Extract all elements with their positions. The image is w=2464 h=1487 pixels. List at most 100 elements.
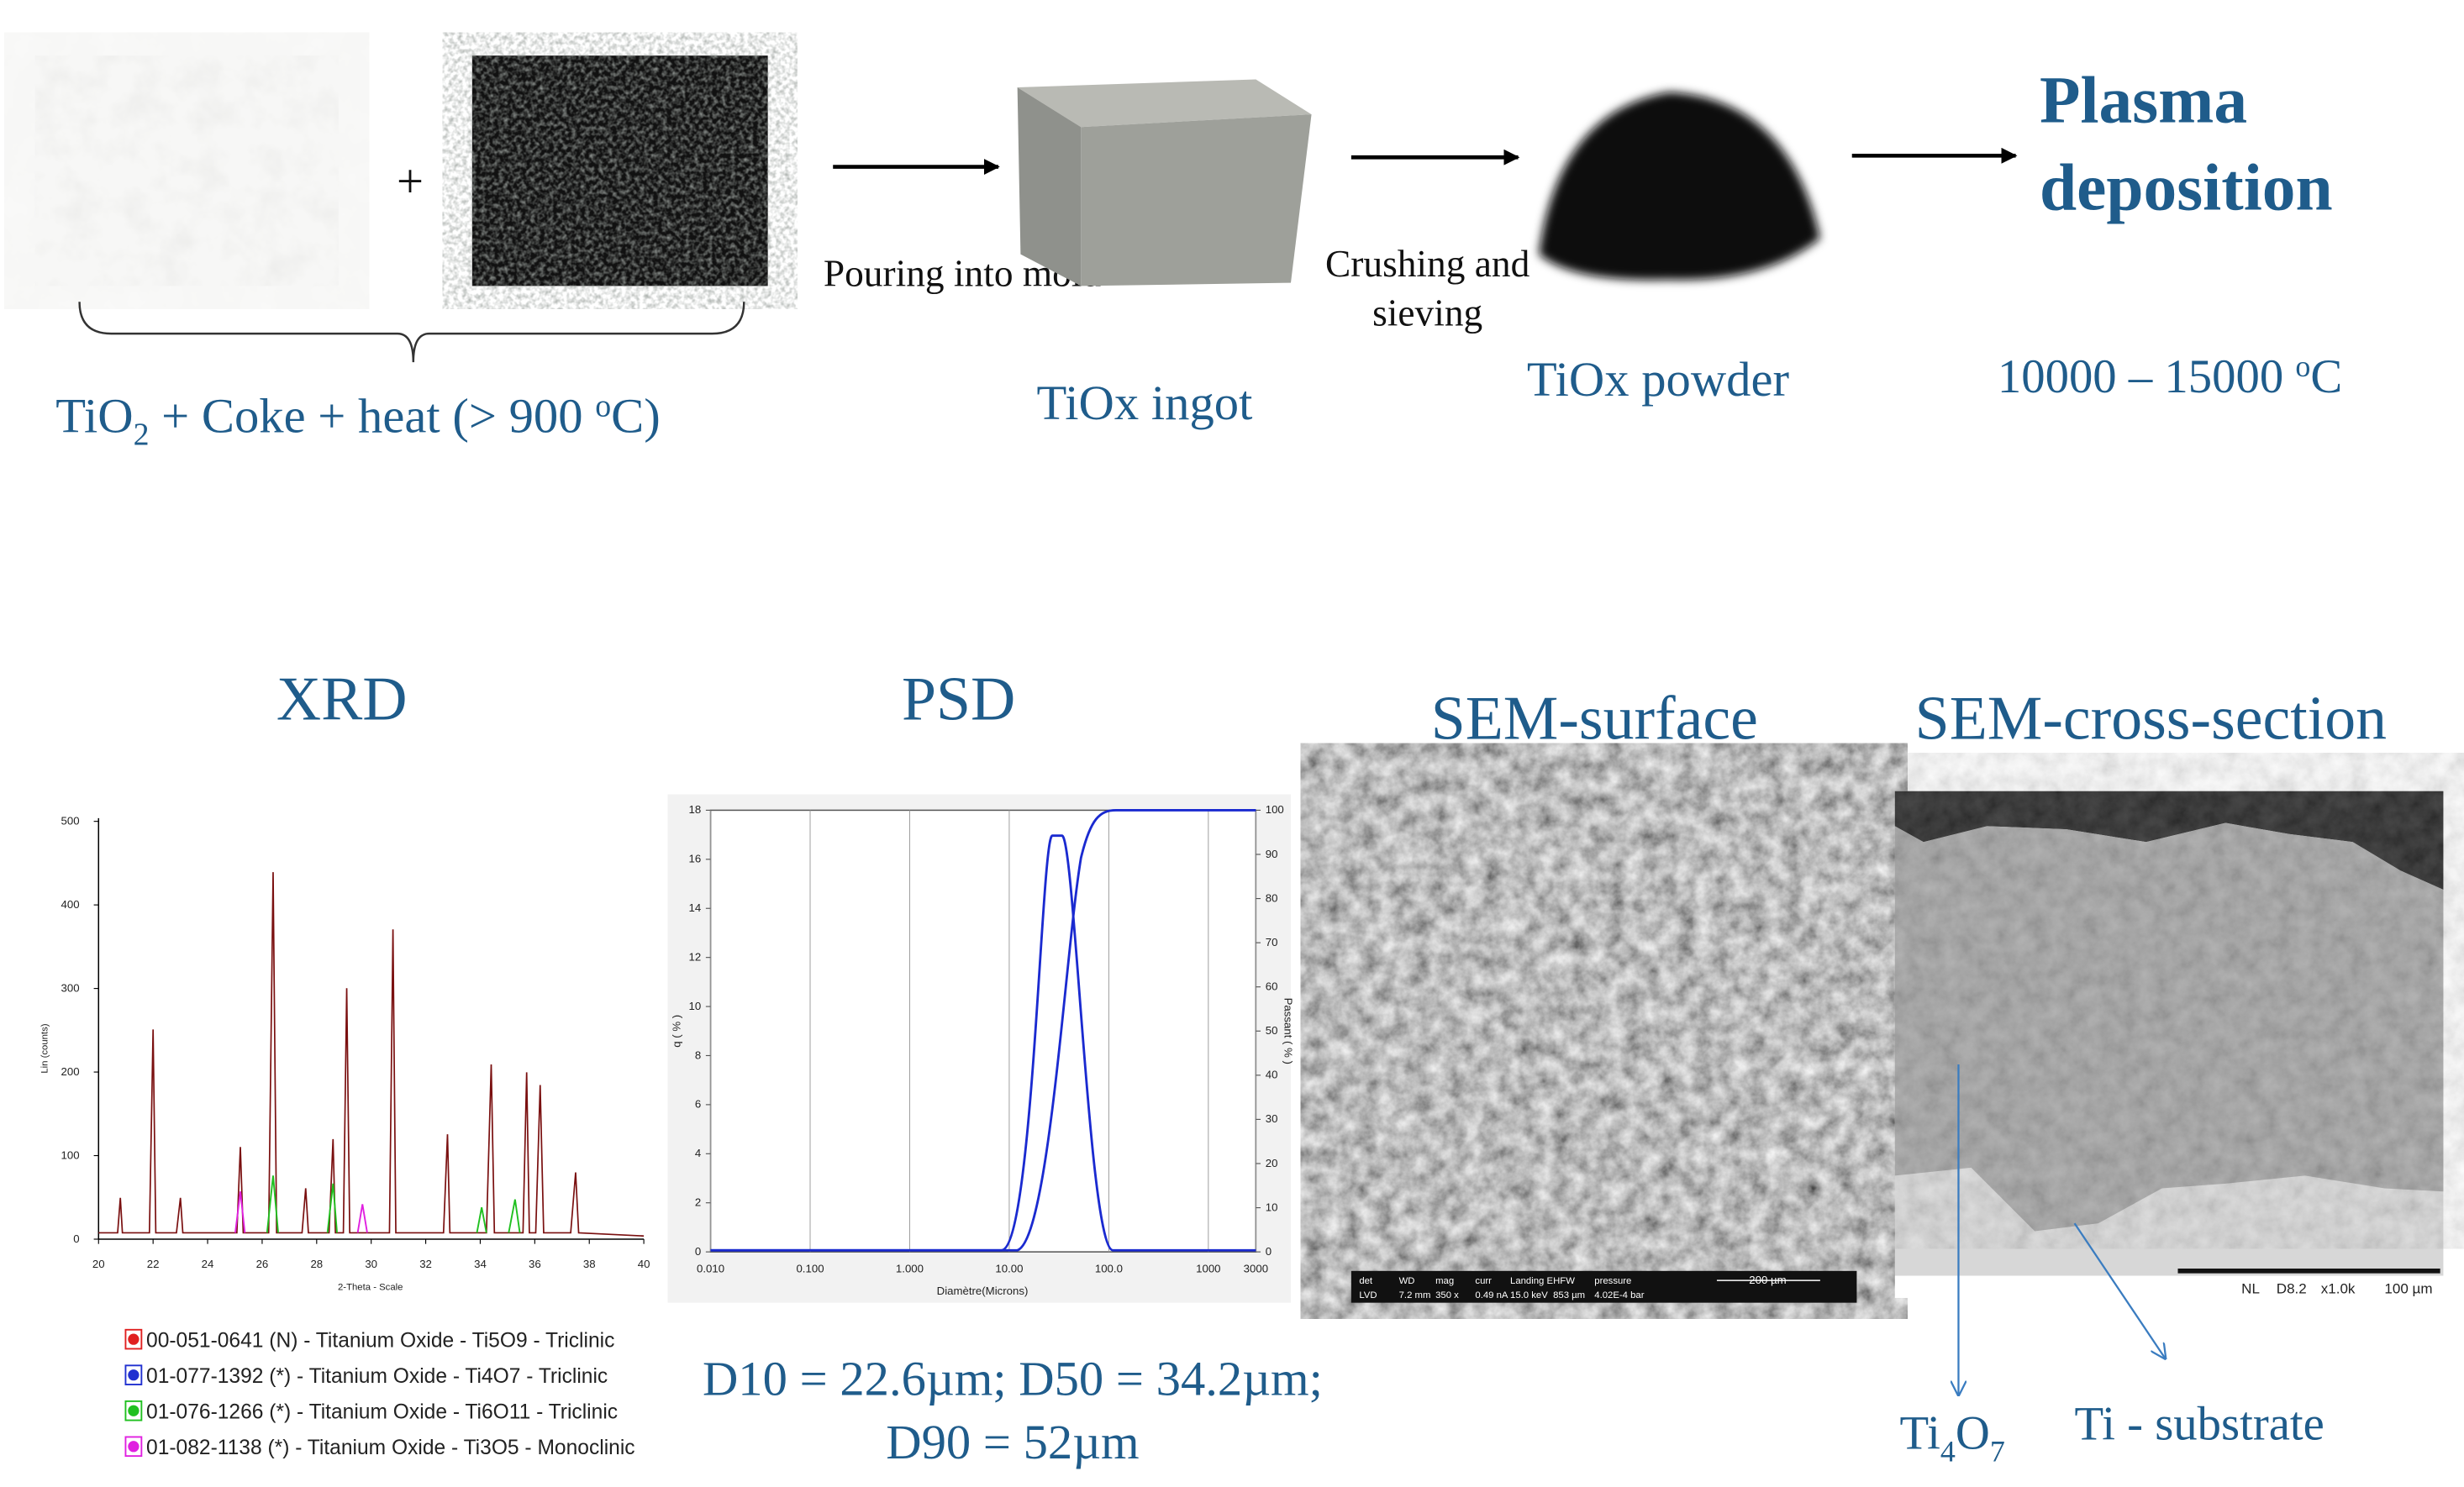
xrd-chart: 0 100 200 300 400 500 20 22 24 26 28 30 32 34 36 38 40 2-…	[40, 814, 650, 1459]
panel-title: SEM-cross-section	[1915, 683, 2387, 752]
info-value: 0.49 nA	[1475, 1290, 1508, 1300]
x-axis-label: Diamètre(Microns)	[937, 1285, 1029, 1297]
final-step-title: deposition	[2040, 151, 2333, 225]
legend-label: 01-076-1266 (*) - Titanium Oxide - Ti6O1…	[146, 1401, 618, 1424]
x-tick-label: 30	[365, 1258, 377, 1270]
y-tick-label: 500	[61, 814, 80, 827]
step-action: sieving	[1372, 292, 1482, 334]
legend-marker	[128, 1441, 140, 1453]
final-step-title: Plasma	[2040, 64, 2247, 138]
y2-axis-label: Passant ( % )	[1282, 998, 1294, 1064]
y2-tick-label: 90	[1266, 848, 1278, 860]
legend-marker	[128, 1333, 140, 1345]
y-tick-label: 8	[695, 1048, 701, 1061]
input-formula: TiO2 + Coke + heat (> 900 oC)	[55, 388, 661, 452]
info-item: x1.0k	[2321, 1280, 2356, 1296]
legend-marker	[128, 1405, 140, 1416]
panel-title: XRD	[276, 665, 408, 733]
y2-tick-label: 40	[1266, 1069, 1278, 1081]
x-tick-label: 36	[529, 1258, 541, 1270]
scale-label: 200 µm	[1749, 1274, 1786, 1286]
info-header: det	[1359, 1276, 1373, 1286]
info-value: 7.2 mm	[1399, 1290, 1431, 1300]
layer-texture	[1894, 794, 2444, 1208]
y2-tick-label: 20	[1266, 1157, 1278, 1169]
step-product: TiOx ingot	[1037, 376, 1253, 430]
x-tick-label: 28	[310, 1258, 323, 1270]
y-tick-label: 0	[73, 1232, 79, 1245]
step-product: TiOx powder	[1527, 352, 1789, 407]
x-tick-label: 40	[638, 1258, 650, 1270]
coke-photo-texture	[471, 55, 768, 286]
y2-tick-label: 80	[1266, 891, 1278, 904]
xrd-phase	[266, 1175, 521, 1233]
x-tick-label: 24	[202, 1258, 214, 1270]
y-tick-label: 16	[688, 853, 701, 865]
y2-tick-label: 60	[1266, 980, 1278, 992]
x-axis-label: 2-Theta - Scale	[338, 1283, 403, 1293]
y2-tick-label: 70	[1266, 936, 1278, 948]
sem-info: det LVD WD 7.2 mm mag 350 x curr 0.49 nALanding…	[1359, 1276, 1644, 1300]
step-action: Crushing and	[1325, 243, 1530, 285]
legend-label: 01-077-1392 (*) - Titanium Oxide - Ti4O7…	[146, 1365, 608, 1388]
y-tick-label: 100	[61, 1148, 80, 1161]
x-tick-label: 10.00	[995, 1263, 1023, 1275]
y2-tick-label: 30	[1266, 1112, 1278, 1125]
ingot-front	[1081, 114, 1312, 286]
tio2-photo-texture	[34, 55, 339, 286]
y-tick-label: 2	[695, 1196, 701, 1209]
x-tick-label: 1000	[1196, 1263, 1220, 1275]
info-value: 853 µm	[1553, 1290, 1585, 1300]
x-tick-label: 100.0	[1095, 1263, 1123, 1275]
psd-distribution-curve	[710, 834, 1256, 1252]
y2-tick-label: 100	[1266, 803, 1284, 816]
callout-arrow	[2073, 1222, 2166, 1358]
info-value: 15.0 keV	[1510, 1290, 1548, 1300]
info-item: NL	[2241, 1280, 2260, 1296]
x-tick-label: 1.000	[896, 1263, 924, 1275]
plus: +	[397, 155, 424, 208]
xrd-phase	[234, 1191, 368, 1233]
panel-title: SEM-surface	[1431, 683, 1758, 752]
y2-tick-label: 50	[1266, 1024, 1278, 1037]
y-tick-label: 400	[61, 898, 80, 911]
x-tick-label: 22	[147, 1258, 160, 1270]
y-tick-label: 14	[688, 901, 701, 914]
info-value: LVD	[1359, 1290, 1377, 1300]
substrate-label: Ti - substrate	[2075, 1397, 2324, 1450]
info-header: pressure	[1594, 1276, 1631, 1286]
y2-tick-label: 0	[1266, 1245, 1271, 1258]
brace	[78, 302, 745, 363]
y-tick-label: 0	[695, 1245, 701, 1258]
y-tick-label: 300	[61, 981, 80, 994]
legend-label: 01-082-1138 (*) - Titanium Oxide - Ti3O5…	[146, 1437, 635, 1459]
powder-pile	[1539, 92, 1820, 281]
y2-tick-label: 10	[1266, 1201, 1278, 1213]
psd-summary: D90 = 52µm	[886, 1415, 1139, 1469]
y-tick-label: 12	[688, 950, 701, 963]
x-tick-label: 26	[256, 1258, 269, 1270]
y-tick-label: 6	[695, 1098, 701, 1111]
x-tick-label: 34	[474, 1258, 487, 1270]
ingot-top	[1017, 79, 1312, 128]
plot-area	[709, 809, 1257, 1253]
psd-chart: 0.010 0.100 1.000 10.00 100.0 1000 30000246810…	[671, 803, 1295, 1297]
legend-label: 00-051-0641 (N) - Titanium Oxide - Ti5O9…	[146, 1330, 614, 1353]
sem-surface-texture	[1350, 791, 1857, 1271]
layer-label: Ti4O7	[1899, 1407, 2004, 1469]
x-tick-label: 38	[583, 1258, 596, 1270]
y-tick-label: 18	[688, 803, 701, 816]
info-item: 100 µm	[2384, 1280, 2432, 1296]
sem-cross-bar	[1894, 1275, 2444, 1298]
info-header: mag	[1435, 1276, 1454, 1286]
legend-marker	[128, 1369, 140, 1381]
info-header: WD	[1399, 1276, 1415, 1286]
y-tick-label: 4	[695, 1147, 701, 1159]
x-tick-label: 0.100	[796, 1263, 824, 1275]
y-tick-label: 10	[688, 1000, 701, 1012]
info-item: D8.2	[2277, 1280, 2307, 1296]
x-tick-label: 3000	[1244, 1263, 1268, 1275]
sem-cross-info: NL D8.2 x1.0k 100 µm	[2241, 1280, 2432, 1296]
